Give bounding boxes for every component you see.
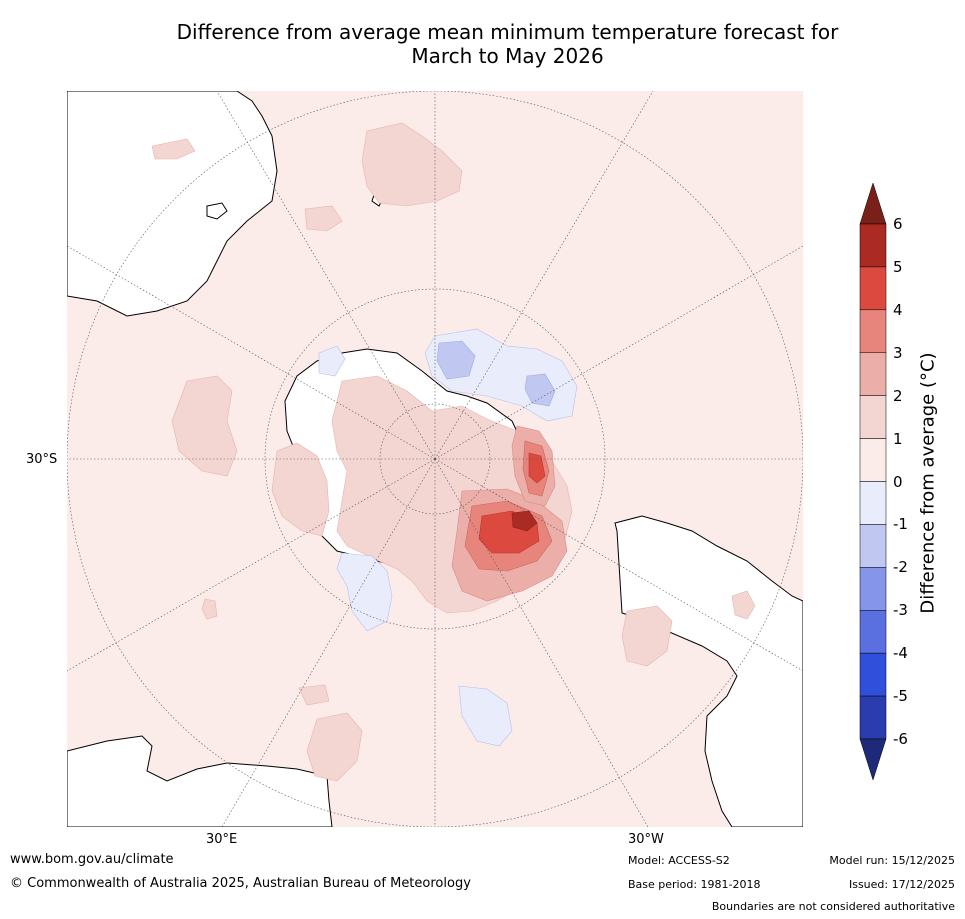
title-line-1: Difference from average mean minimum tem… [176, 20, 839, 44]
chart-title: Difference from average mean minimum tem… [60, 20, 955, 68]
colorbar-bin [859, 309, 887, 354]
anom-patch-1-2 [271, 442, 330, 537]
lat-label-30s: 30°S [26, 452, 58, 467]
colorbar-bin [859, 524, 887, 568]
title-line-2: March to May 2026 [411, 44, 604, 68]
anom-patch-m1-0 [458, 685, 513, 747]
anom-patch-1-2 [731, 590, 756, 620]
colorbar-bin [859, 223, 887, 268]
lon-label-30w: 30°W [628, 832, 664, 847]
footer-base-period: Base period: 1981-2018 [628, 878, 761, 891]
colorbar-tick-label: 4 [893, 300, 903, 319]
colorbar-over-arrow [859, 182, 887, 225]
footer-disclaimer: Boundaries are not considered authoritat… [711, 900, 955, 913]
colorbar-bin [859, 567, 887, 611]
anom-patch-m1-0 [318, 345, 346, 377]
colorbar-bin [859, 610, 887, 654]
colorbar-under-arrow [859, 738, 887, 781]
colorbar-tick-label: 0 [893, 472, 903, 491]
colorbar-bin [859, 695, 887, 740]
colorbar-tick-label: 2 [893, 386, 903, 405]
colorbar-tick-label: -3 [893, 601, 908, 620]
colorbar-bin [859, 481, 887, 525]
anom-patch-m1-2 [436, 340, 476, 380]
colorbar-tick-label: -5 [893, 687, 908, 706]
anom-patch-1-2 [304, 205, 343, 232]
anom-patch-4-5 [528, 452, 546, 484]
footer-model-run: Model run: 15/12/2025 [829, 854, 955, 867]
anom-patch-1-2 [306, 712, 363, 782]
colorbar-bin [859, 652, 887, 697]
land-africa [67, 91, 278, 317]
land-madagascar [206, 202, 228, 220]
colorbar-label: Difference from average (°C) [917, 352, 939, 614]
colorbar-bin [859, 266, 887, 311]
colorbar-tick-label: 1 [893, 429, 903, 448]
colorbar-bin [859, 395, 887, 439]
colorbar-tick-label: 5 [893, 257, 903, 276]
colorbar-tick-label: -1 [893, 515, 908, 534]
anom-patch-m1-0 [336, 552, 393, 632]
land-australia [67, 735, 333, 827]
colorbar-bin [859, 438, 887, 482]
anom-patch-1-2 [171, 375, 238, 477]
footer-model: Model: ACCESS-S2 [628, 854, 730, 867]
anom-patch-1-2 [201, 598, 218, 620]
anom-patch-1-2 [151, 138, 196, 160]
anom-patch-1-2 [298, 684, 330, 706]
colorbar-tick-label: -4 [893, 644, 908, 663]
anom-patch-1-2 [621, 605, 673, 667]
forecast-map [67, 91, 803, 827]
colorbar-tick-label: -6 [893, 730, 908, 748]
colorbar-tick-label: -2 [893, 558, 908, 577]
graticule [67, 91, 803, 827]
anom-patch-m1-2 [524, 373, 556, 407]
lon-label-30e: 30°E [206, 832, 238, 847]
anom-patch-1-2 [361, 122, 463, 207]
colorbar-tick-label: 6 [893, 215, 903, 233]
footer-copyright: © Commonwealth of Australia 2025, Austra… [10, 876, 471, 891]
footer-issued: Issued: 17/12/2025 [848, 878, 955, 891]
footer-url[interactable]: www.bom.gov.au/climate [10, 852, 174, 867]
colorbar-bin [859, 352, 887, 396]
colorbar-tick-label: 3 [893, 343, 903, 362]
